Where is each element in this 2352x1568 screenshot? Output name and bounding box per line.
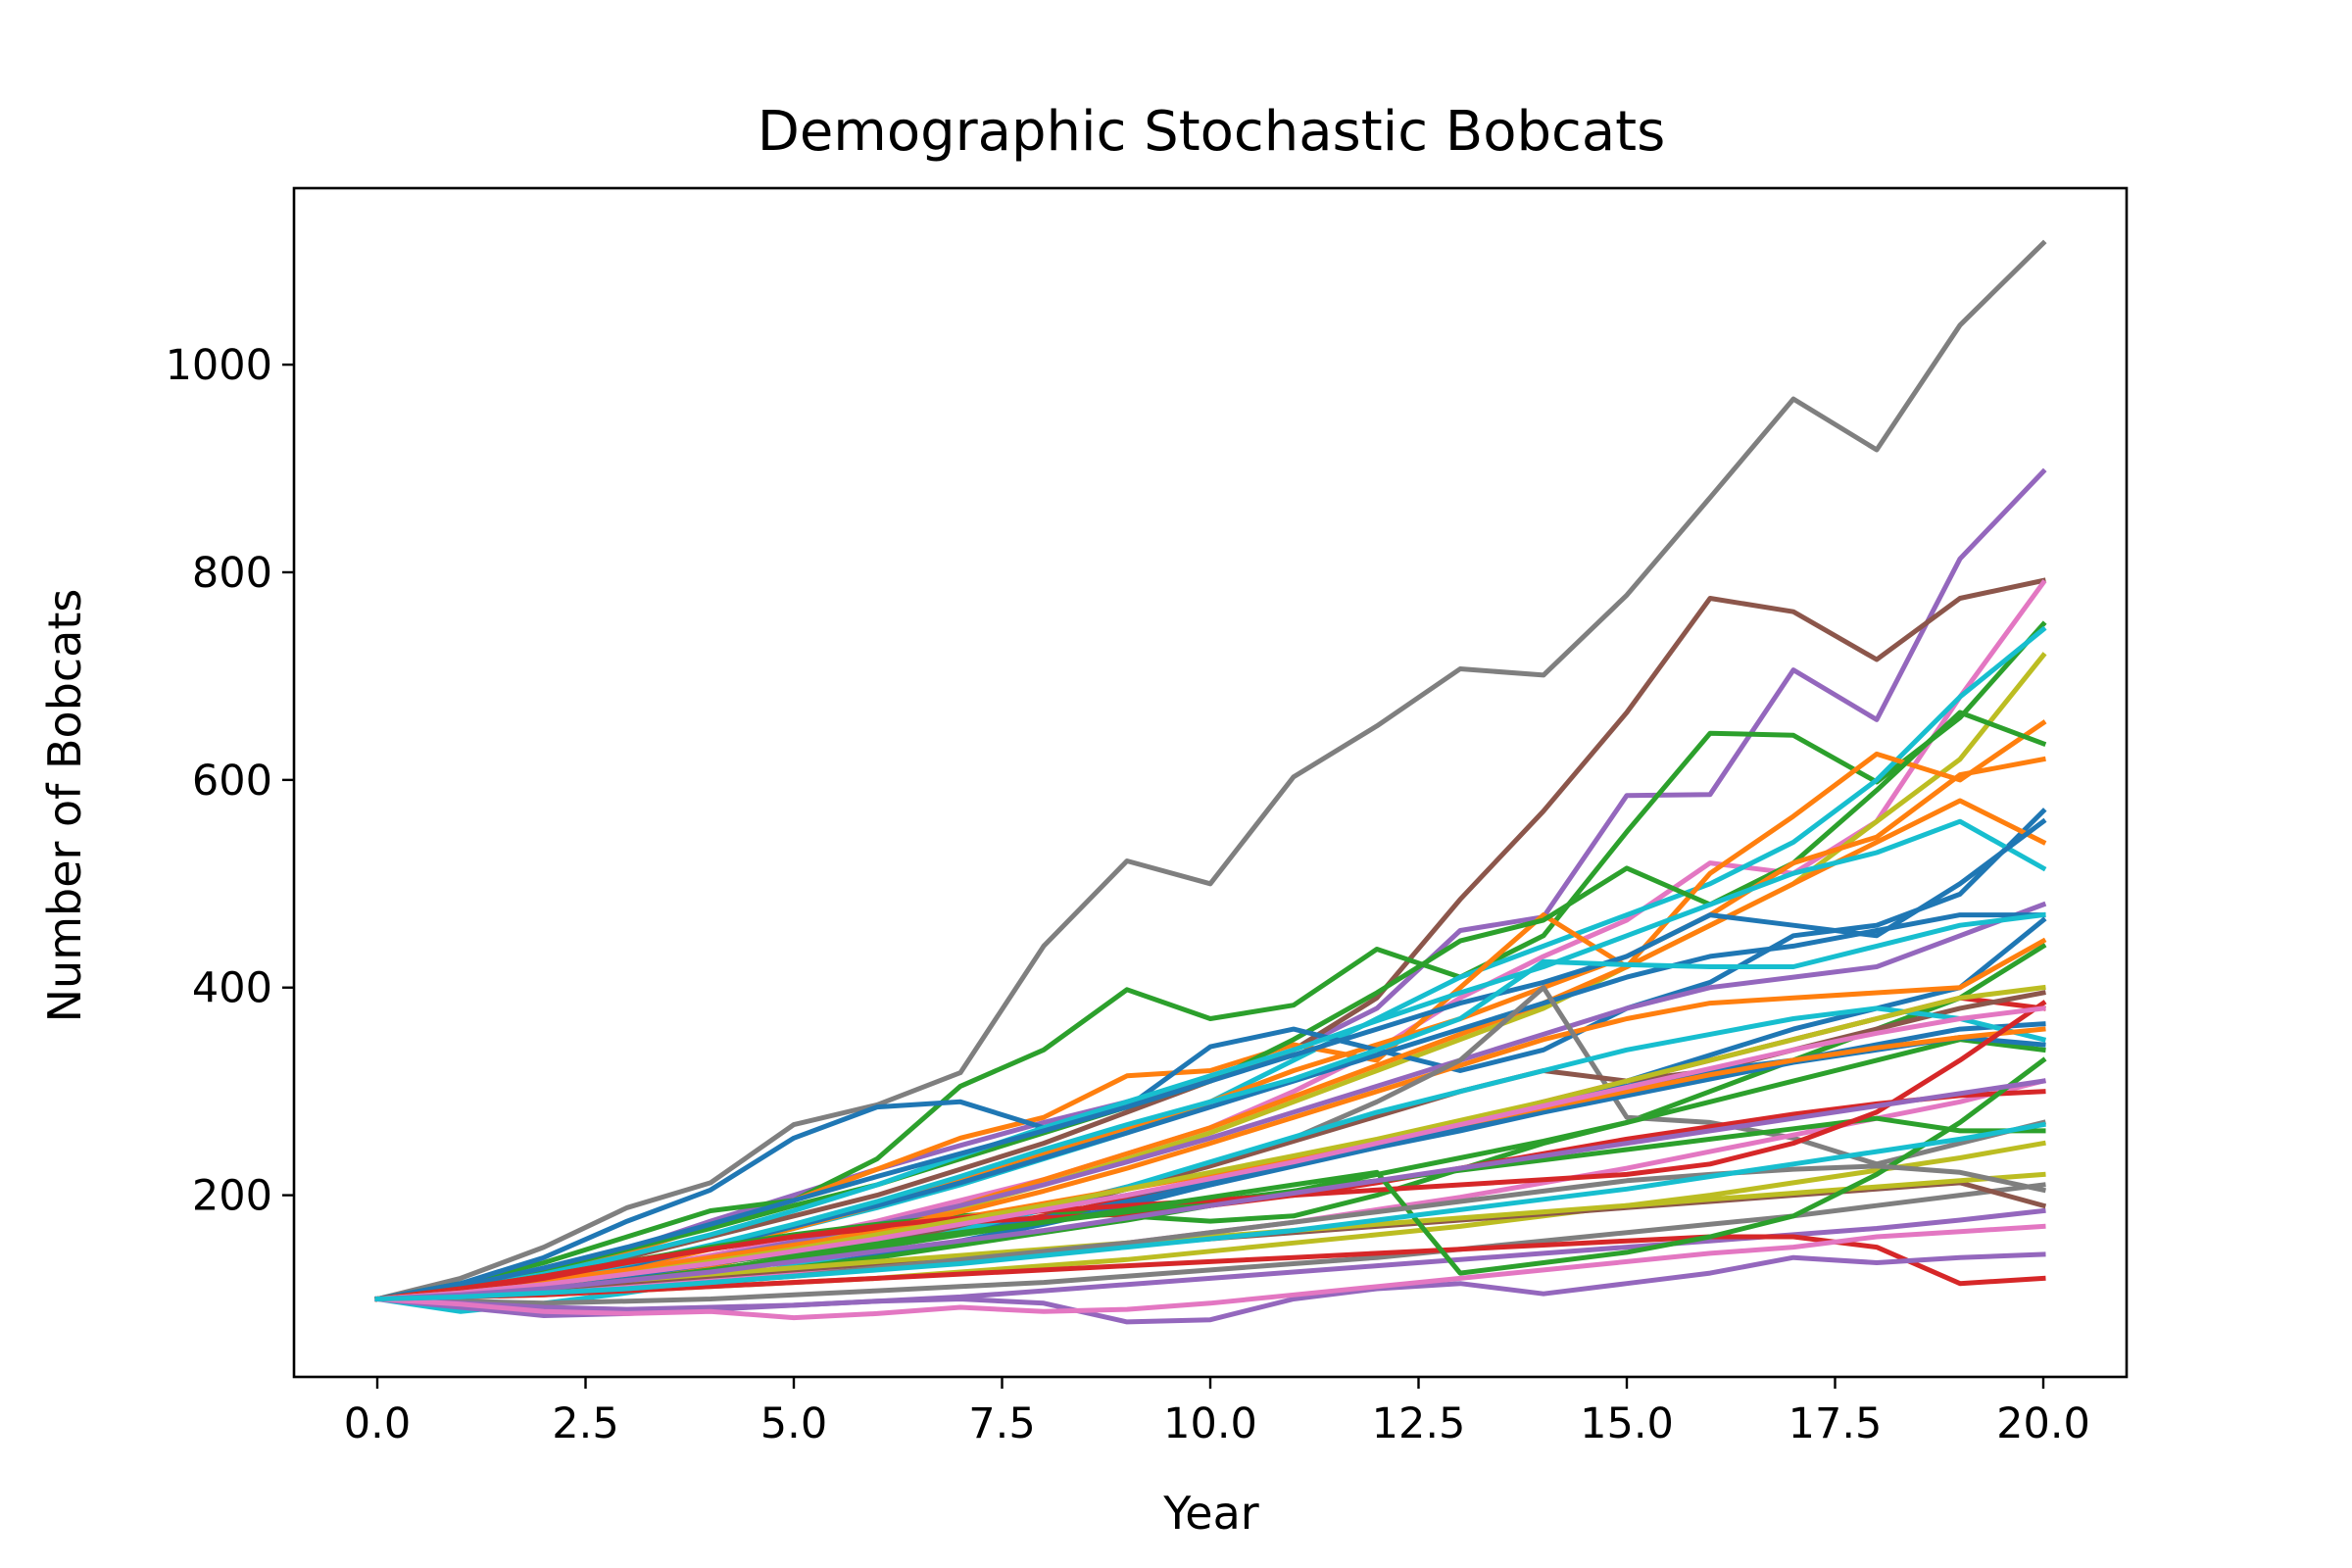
x-tick-label: 10.0 xyxy=(1163,1399,1257,1448)
series-line-33 xyxy=(374,1234,2046,1302)
y-tick-label: 600 xyxy=(192,757,272,806)
x-tick-label: 7.5 xyxy=(968,1399,1035,1448)
x-tick-label: 15.0 xyxy=(1580,1399,1674,1448)
x-tick-label: 17.5 xyxy=(1788,1399,1883,1448)
series-line-13 xyxy=(374,818,2047,1302)
x-tick-label: 5.0 xyxy=(760,1399,827,1448)
series-layer xyxy=(373,239,2047,1325)
series-line-44 xyxy=(374,1005,2046,1302)
y-tick-label: 800 xyxy=(192,549,272,598)
y-axis: 200 400 600 800 1000 xyxy=(166,341,294,1221)
y-axis-label: Number of Bobcats xyxy=(38,589,91,1023)
x-tick-label: 20.0 xyxy=(1996,1399,2090,1448)
series-line-45 xyxy=(374,1078,2046,1302)
chart-title: Demographic Stochastic Bobcats xyxy=(758,100,1666,164)
plot-frame xyxy=(292,186,2129,1379)
x-axis-label: Year xyxy=(1162,1487,1258,1540)
x-tick-label: 2.5 xyxy=(552,1399,618,1448)
series-line-16 xyxy=(374,912,2046,1302)
x-axis: 0.0 2.5 5.0 7.5 10.0 12.5 15.0 17.5 20.0 xyxy=(344,1377,2090,1448)
series-line-1 xyxy=(373,239,2047,1302)
series-line-8 xyxy=(374,719,2047,1302)
y-tick-label: 200 xyxy=(192,1172,272,1221)
x-tick-label: 0.0 xyxy=(344,1399,411,1448)
series-line-46 xyxy=(374,1121,2046,1302)
y-tick-label: 400 xyxy=(192,964,272,1013)
series-line-31 xyxy=(374,1182,2046,1306)
series-line-35 xyxy=(374,1223,2046,1321)
series-line-5 xyxy=(374,620,2047,1302)
y-tick-label: 1000 xyxy=(166,341,272,390)
x-tick-label: 12.5 xyxy=(1372,1399,1466,1448)
series-line-9 xyxy=(374,710,2047,1302)
series-line-14 xyxy=(374,817,2047,1302)
series-line-40 xyxy=(374,1000,2047,1302)
